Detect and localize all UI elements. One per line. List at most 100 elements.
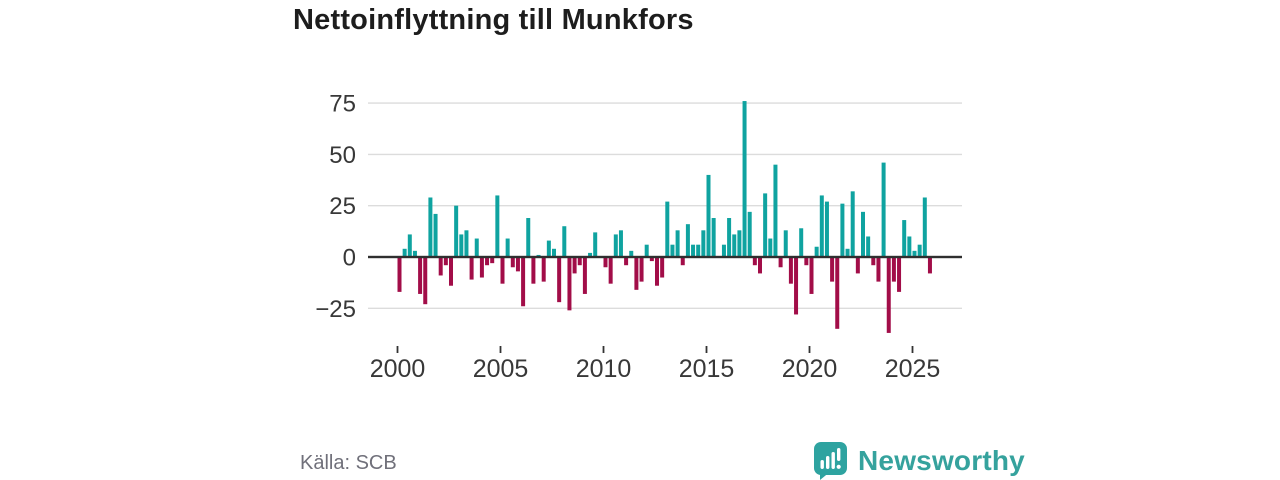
bar — [644, 244, 649, 257]
bar — [531, 257, 536, 284]
bar — [603, 257, 608, 268]
bar — [809, 257, 814, 294]
chart-title: Nettoinflyttning till Munkfors — [293, 4, 694, 36]
bar — [567, 257, 572, 311]
bar — [412, 250, 417, 257]
bar — [855, 257, 860, 274]
bar — [861, 211, 865, 257]
x-tick-label: 2010 — [576, 355, 632, 383]
bar — [876, 257, 881, 282]
bar — [510, 257, 515, 268]
bar — [572, 257, 577, 274]
bar — [418, 257, 423, 294]
bar — [691, 244, 696, 257]
bar — [881, 162, 886, 257]
bar — [799, 228, 804, 257]
bar — [433, 213, 438, 257]
bar — [866, 236, 871, 257]
bar — [552, 248, 556, 257]
bar — [768, 238, 773, 257]
bar — [423, 257, 428, 305]
bar — [752, 257, 757, 266]
bar — [634, 257, 639, 290]
bar — [912, 250, 917, 257]
bar — [474, 238, 479, 257]
bar — [428, 197, 433, 257]
x-tick-label: 2020 — [782, 355, 838, 383]
bar — [438, 257, 443, 276]
bar — [557, 257, 562, 303]
bar — [814, 246, 819, 257]
y-tick-label: −25 — [315, 296, 356, 323]
bar — [562, 226, 567, 257]
bar — [835, 257, 840, 329]
bar — [407, 234, 412, 257]
x-tick-label: 2015 — [679, 355, 735, 383]
bar — [675, 230, 680, 257]
bar — [721, 244, 726, 257]
bar — [886, 257, 891, 333]
bar — [629, 250, 634, 257]
bar — [443, 257, 448, 266]
bar — [546, 240, 551, 257]
y-tick-label: 25 — [329, 193, 356, 220]
bar — [783, 230, 788, 257]
bar — [397, 257, 402, 292]
bar — [593, 232, 598, 257]
bar — [505, 238, 510, 257]
bar — [639, 257, 644, 282]
zero-axis-line — [368, 255, 962, 259]
bar — [649, 257, 654, 262]
bar — [871, 257, 876, 266]
bar — [670, 244, 675, 257]
bar — [495, 195, 500, 257]
bar — [526, 218, 531, 257]
bar — [711, 218, 716, 257]
bar — [696, 244, 701, 257]
bar — [469, 257, 474, 280]
bar — [737, 230, 742, 257]
bar — [840, 203, 845, 257]
bar — [618, 230, 623, 257]
bar — [464, 230, 469, 257]
y-tick-label: 50 — [329, 142, 356, 169]
bar — [459, 234, 464, 257]
bar — [763, 193, 768, 257]
bar — [794, 257, 799, 315]
bar — [917, 244, 922, 257]
bar — [824, 201, 829, 257]
bar — [541, 257, 546, 282]
bar — [830, 257, 835, 282]
bar — [490, 257, 495, 264]
bar — [742, 101, 747, 257]
bar — [773, 164, 778, 257]
bar — [521, 257, 526, 307]
bar — [778, 257, 783, 268]
bar — [927, 257, 932, 274]
bar — [479, 257, 484, 278]
bar — [804, 257, 809, 266]
bar — [515, 257, 520, 272]
bar — [907, 236, 912, 257]
bar — [680, 257, 685, 266]
bar — [819, 195, 824, 257]
bar — [747, 211, 752, 257]
bar — [701, 230, 706, 257]
x-tick-label: 2000 — [370, 355, 426, 383]
bar — [660, 257, 665, 278]
bar — [922, 197, 927, 257]
bar — [588, 252, 593, 257]
newsworthy-bubble-chart-icon — [814, 442, 847, 480]
bar — [655, 257, 659, 286]
bar — [577, 257, 582, 266]
bar — [608, 257, 613, 284]
bar — [665, 201, 670, 257]
bar — [706, 174, 711, 257]
x-tick-label: 2005 — [473, 355, 529, 383]
brand-wordmark: Newsworthy — [858, 445, 1025, 476]
brand-logo: Newsworthy — [812, 441, 1025, 480]
bar — [449, 257, 453, 286]
bar — [500, 257, 505, 284]
